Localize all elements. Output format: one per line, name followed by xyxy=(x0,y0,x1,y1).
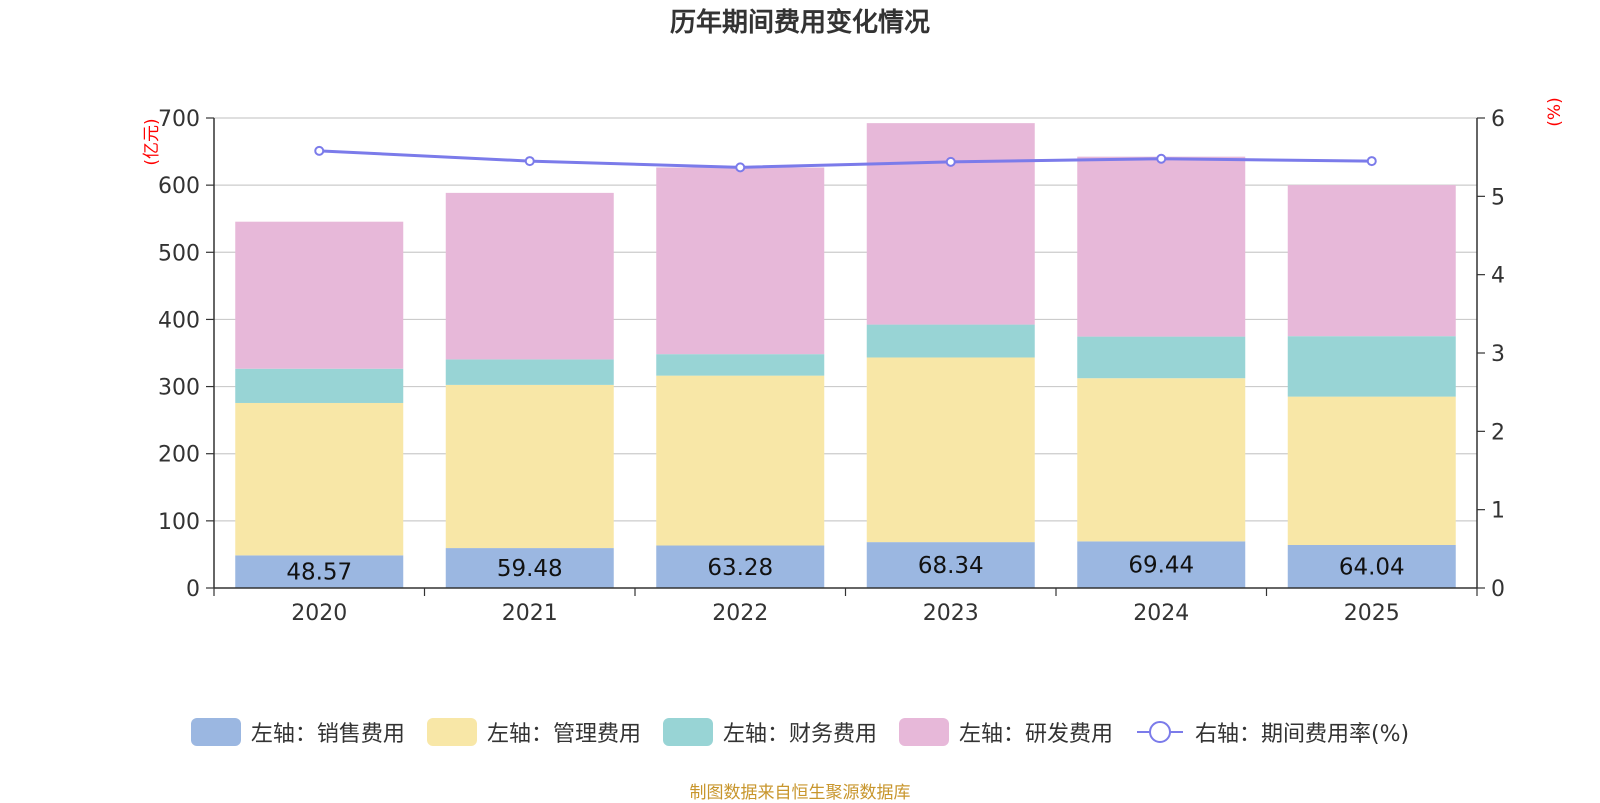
bar-segment-2 xyxy=(656,354,825,376)
bar-data-label: 63.28 xyxy=(707,555,773,581)
x-axis-tick-label: 2024 xyxy=(1133,601,1189,626)
right-axis-unit-label: (%) xyxy=(1545,97,1565,126)
chart-canvas: 0 100 200 300 400 500 600 700 0 1 2 3 4 5 6 (亿元) (%) 48.5… xyxy=(142,97,1565,626)
bar-data-label: 64.04 xyxy=(1339,555,1405,581)
legend-label-sales: 左轴：销售费用 xyxy=(250,722,405,747)
legend: 左轴：销售费用 左轴：管理费用 左轴：财务费用 左轴：研发费用 右轴：期间费用率… xyxy=(0,716,1600,748)
right-axis-tick-label: 0 xyxy=(1491,577,1505,602)
rate-point xyxy=(1366,156,1377,167)
bar-segment-0 xyxy=(656,545,825,588)
bar-segment-0 xyxy=(1287,545,1456,588)
bar-data-label: 68.34 xyxy=(918,553,984,579)
x-axis-tick-label: 2025 xyxy=(1344,601,1400,626)
left-axis-tick-label: 300 xyxy=(158,376,200,401)
left-axis-tick-label: 100 xyxy=(158,510,200,535)
bar-segment-1 xyxy=(445,384,614,549)
legend-item-finance[interactable]: 左轴：财务费用 xyxy=(662,716,877,748)
right-axis-tick-label: 6 xyxy=(1491,107,1505,132)
right-axis-tick-label: 3 xyxy=(1491,342,1505,367)
rate-line xyxy=(319,149,1372,169)
bar-segment-1 xyxy=(1077,378,1246,542)
bar-segment-0 xyxy=(235,555,404,588)
right-axis-tick-label: 2 xyxy=(1491,420,1505,445)
right-axis-tick-label: 5 xyxy=(1491,185,1505,210)
bar-segment-1 xyxy=(656,375,825,546)
bar-segment-0 xyxy=(1077,541,1246,588)
x-axis-tick-label: 2022 xyxy=(712,601,768,626)
left-axis-tick-label: 500 xyxy=(158,241,200,266)
bar-segment-0 xyxy=(445,548,614,588)
legend-item-rate[interactable]: 右轴：期间费用率(%) xyxy=(1135,716,1409,748)
legend-item-rnd[interactable]: 左轴：研发费用 xyxy=(898,716,1113,748)
legend-swatch-rnd xyxy=(898,718,949,746)
bar-data-label: 69.44 xyxy=(1128,553,1194,579)
right-axis-tick-label: 4 xyxy=(1491,264,1505,289)
x-axis-tick-label: 2020 xyxy=(291,601,347,626)
bar-segment-3 xyxy=(656,167,825,355)
left-axis-tick-label: 600 xyxy=(158,174,200,199)
legend-line-marker-icon xyxy=(1136,721,1183,743)
x-axis-tick-label: 2023 xyxy=(923,601,979,626)
legend-item-admin[interactable]: 左轴：管理费用 xyxy=(426,716,641,748)
left-axis-unit-label: (亿元) xyxy=(142,118,162,165)
legend-swatch-finance xyxy=(662,718,713,746)
legend-label-admin: 左轴：管理费用 xyxy=(486,722,641,747)
bar-segment-2 xyxy=(235,368,404,403)
bar-segment-3 xyxy=(866,123,1035,325)
bar-segment-1 xyxy=(1287,396,1456,546)
bar-segment-2 xyxy=(866,324,1035,358)
legend-swatch-sales xyxy=(190,718,241,746)
bar-segment-2 xyxy=(1287,336,1456,397)
x-axis-tick-label: 2021 xyxy=(502,601,558,626)
right-axis-tick-label: 1 xyxy=(1491,499,1505,524)
rate-point xyxy=(945,156,956,167)
bar-segment-1 xyxy=(866,357,1035,543)
rate-point xyxy=(735,162,746,173)
legend-label-rnd: 左轴：研发费用 xyxy=(958,722,1113,747)
data-source-note: 制图数据来自恒生聚源数据库 xyxy=(689,783,911,803)
rate-point xyxy=(314,145,325,156)
bar-segment-2 xyxy=(445,359,614,385)
bar-segment-1 xyxy=(235,402,404,556)
rate-point xyxy=(524,156,535,167)
legend-label-finance: 左轴：财务费用 xyxy=(722,722,877,747)
chart-title: 历年期间费用变化情况 xyxy=(669,8,930,38)
left-axis-tick-label: 200 xyxy=(158,443,200,468)
left-axis-tick-label: 700 xyxy=(158,107,200,132)
bar-segment-3 xyxy=(235,221,404,369)
bar-data-label: 48.57 xyxy=(286,560,352,586)
legend-item-sales[interactable]: 左轴：销售费用 xyxy=(190,716,405,748)
bar-segment-0 xyxy=(866,542,1035,588)
rate-point xyxy=(1156,153,1167,164)
bar-segment-3 xyxy=(445,192,614,360)
bar-data-label: 59.48 xyxy=(497,556,563,582)
left-axis-tick-label: 0 xyxy=(186,577,200,602)
left-axis-tick-label: 400 xyxy=(158,308,200,333)
bar-segment-3 xyxy=(1077,156,1246,337)
bar-segment-3 xyxy=(1287,185,1456,337)
legend-swatch-admin xyxy=(426,718,477,746)
bar-segment-2 xyxy=(1077,336,1246,379)
legend-label-rate: 右轴：期间费用率(%) xyxy=(1194,722,1410,747)
